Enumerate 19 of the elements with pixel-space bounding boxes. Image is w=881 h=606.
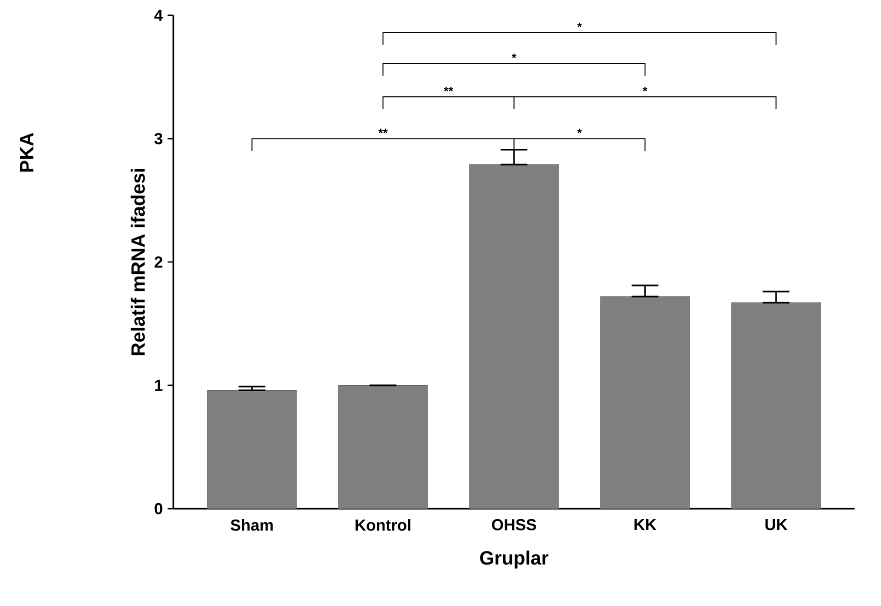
y-tick-label: 4 [154,10,163,21]
annotation: ** [378,128,388,134]
annotation: * [577,22,582,28]
x-tick-label: Sham [230,519,273,531]
y-tick-label: 0 [154,502,162,514]
annotation: * [512,54,516,58]
y-tick-label: 1 [155,380,162,391]
annotation: * [577,128,582,134]
x-tick-label: OHSS [492,519,536,530]
y-tick-label: 2 [154,256,162,268]
annotation: ** [444,86,454,92]
x-tick-label: Kontrol [356,519,410,531]
y-tick-label: 3 [154,132,162,144]
x-tick-label: KK [634,519,656,530]
x-tick-label: UK [765,519,788,530]
annotation: * [642,86,648,92]
x-axis-title: Gruplar [480,550,548,569]
y-axis-title: Relatif mRNA ifadesi [130,168,145,356]
text: PKA [20,132,34,172]
